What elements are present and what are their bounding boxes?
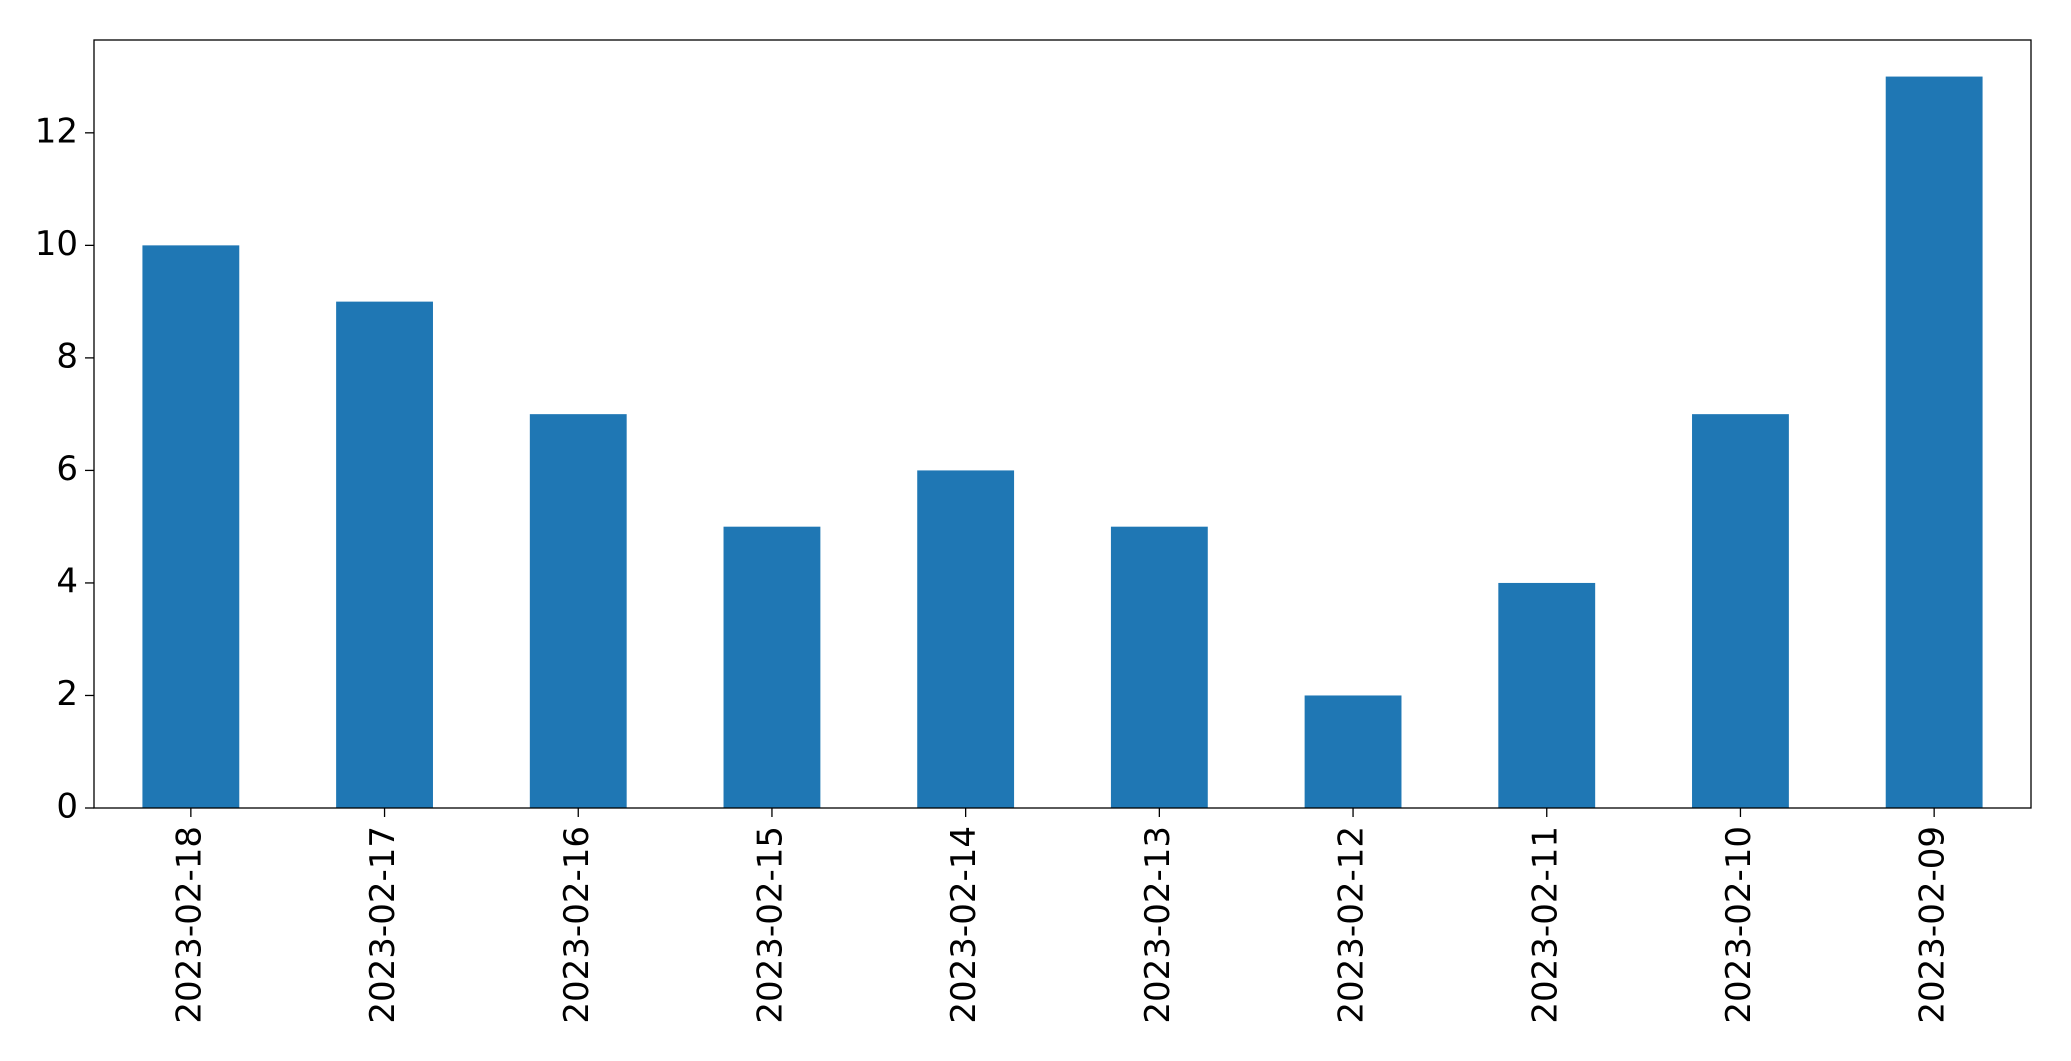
y-tick-label: 4 — [56, 561, 78, 601]
x-tick-label: 2023-02-17 — [363, 826, 403, 1024]
y-tick-label: 10 — [35, 224, 78, 264]
bar — [336, 301, 433, 808]
x-tick-label: 2023-02-12 — [1332, 826, 1372, 1024]
x-tick-label: 2023-02-11 — [1525, 826, 1565, 1024]
x-tick-label: 2023-02-09 — [1913, 826, 1953, 1024]
y-tick-label: 6 — [56, 449, 78, 489]
bar — [917, 470, 1015, 808]
plot-frame — [93, 39, 2032, 809]
y-tick-label: 2 — [56, 674, 78, 714]
x-tick-label: 2023-02-18 — [169, 826, 209, 1024]
x-tick-label: 2023-02-10 — [1719, 826, 1759, 1024]
bar — [529, 414, 627, 808]
x-tick-label: 2023-02-16 — [557, 826, 597, 1024]
bar — [1304, 695, 1402, 808]
bar — [723, 526, 821, 808]
x-tick-label: 2023-02-14 — [944, 826, 984, 1024]
y-tick-label: 8 — [56, 336, 78, 376]
x-tick-label: 2023-02-13 — [1138, 826, 1178, 1024]
y-tick-label: 12 — [35, 111, 78, 151]
bar — [1498, 582, 1596, 808]
bar — [1692, 414, 1789, 808]
bar — [1110, 526, 1208, 808]
bar — [1885, 76, 1983, 809]
x-tick-label: 2023-02-15 — [750, 826, 790, 1024]
y-tick-label: 0 — [56, 787, 78, 827]
bar — [142, 245, 240, 808]
